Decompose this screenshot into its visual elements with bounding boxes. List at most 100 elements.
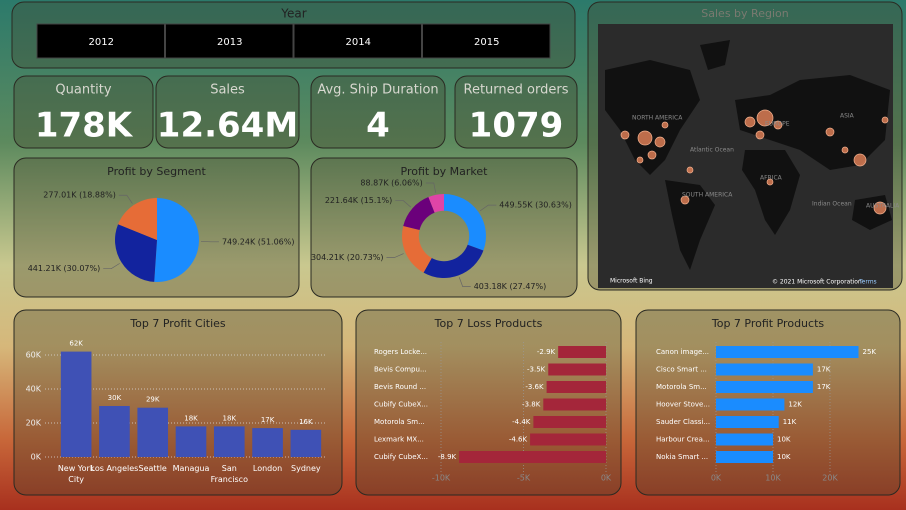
data-label: 88.87K (6.06%) (360, 178, 422, 187)
bar (99, 406, 130, 457)
data-label: 304.21K (20.73%) (311, 253, 384, 262)
y-tick-label: Harbour Crea... (656, 436, 710, 444)
y-tick-label: 40K (26, 385, 42, 394)
kpi-value: 178K (35, 106, 134, 146)
map-label: Indian Ocean (812, 201, 852, 208)
x-tick-label: 0K (711, 474, 722, 483)
label-box: San Francisco (211, 464, 248, 484)
pie-slice (154, 198, 200, 282)
bubble (841, 146, 849, 154)
bar (530, 433, 606, 446)
x-tick-label: 0K (601, 474, 612, 483)
year-button[interactable] (293, 23, 422, 59)
bubble (680, 195, 690, 205)
data-label: 17K (817, 366, 831, 374)
label-box: New York City (58, 464, 95, 484)
data-label: -2.9K (537, 348, 556, 356)
map-terms[interactable]: Terms (858, 279, 877, 286)
y-tick-label: Cisco Smart ... (656, 366, 707, 374)
data-label: 221.64K (15.1%) (325, 196, 392, 205)
x-tick-label: Managua (172, 464, 210, 473)
bar (137, 407, 169, 457)
chart-panel (310, 157, 578, 298)
data-label: 11K (783, 418, 797, 426)
data-label: 449.55K (30.63%) (499, 201, 572, 210)
pie-slice (403, 197, 435, 230)
land (735, 75, 890, 170)
bubble (647, 150, 657, 160)
label-box: Los Angeles (90, 464, 139, 473)
x-tick-label: Sydney (291, 464, 321, 473)
bar (252, 428, 283, 457)
chart-title: Profit by Segment (107, 165, 206, 178)
bar (213, 426, 245, 457)
bubble (620, 130, 630, 140)
bar (546, 381, 606, 393)
year-label[interactable]: 2014 (346, 37, 371, 48)
leader-line (386, 253, 404, 258)
slicer-title: Year (280, 7, 306, 21)
x-tick-label: 20K (822, 474, 838, 483)
data-label: 16K (299, 418, 313, 426)
y-tick-label: Hoover Stove... (656, 401, 710, 409)
chart-title: Profit by Market (401, 165, 489, 178)
chart-title: Top 7 Loss Products (434, 317, 543, 330)
kpi-label: Returned orders (464, 83, 569, 98)
chart-title: Top 7 Profit Products (711, 317, 825, 330)
bubble (873, 201, 887, 215)
bar (290, 429, 322, 457)
data-label: -3.8K (522, 401, 541, 409)
land (665, 180, 715, 270)
y-tick-label: Bevis Round ... (374, 383, 426, 391)
data-label: 441.21K (30.07%) (28, 264, 101, 273)
label-box: Sydney (291, 464, 321, 473)
pie-slice (115, 224, 157, 282)
bar (175, 426, 207, 457)
data-label: 62K (69, 340, 83, 348)
y-tick-label: Motorola Sm... (374, 418, 425, 426)
map-label: EUROPE (765, 121, 790, 128)
bubble (766, 178, 774, 186)
data-label: 17K (261, 416, 275, 424)
bubble (825, 127, 835, 137)
y-tick-label: 60K (26, 351, 42, 360)
data-label: 25K (863, 348, 877, 356)
y-tick-label: Lexmark MX... (374, 436, 424, 444)
kpi-value: 1079 (469, 106, 564, 146)
year-label[interactable]: 2015 (474, 37, 499, 48)
leader-line (479, 204, 497, 212)
pie-slice (423, 244, 484, 278)
pie-slice (118, 198, 157, 240)
year-button[interactable] (165, 23, 294, 59)
y-tick-label: Cubify CubeX... (374, 453, 428, 461)
y-tick-label: Sauder Classi... (656, 418, 710, 426)
y-tick-label: Rogers Locke... (374, 348, 427, 356)
leader-line (103, 263, 120, 270)
data-label: 18K (223, 414, 237, 422)
data-label: 17K (817, 383, 831, 391)
pie-slice (402, 225, 432, 273)
bar (543, 398, 606, 411)
bubble (756, 109, 774, 127)
data-label: 10K (777, 436, 791, 444)
bar (459, 451, 606, 463)
year-label[interactable]: 2013 (217, 37, 242, 48)
label-box: London (253, 464, 282, 473)
bar (716, 346, 859, 358)
bubble (853, 153, 867, 167)
pie-slice (443, 194, 487, 251)
bubble (636, 156, 644, 164)
x-tick-label: Los Angeles (90, 464, 139, 473)
year-button[interactable] (422, 23, 551, 59)
y-tick-label: Nokia Smart ... (656, 453, 708, 461)
bubble (661, 121, 669, 129)
data-label: 10K (777, 453, 791, 461)
map-label: SOUTH AMERICA (682, 192, 733, 199)
year-button[interactable] (36, 23, 165, 59)
y-tick-label: Bevis Compu... (374, 366, 427, 374)
kpi-label: Sales (210, 83, 245, 98)
bar (716, 398, 785, 411)
year-label[interactable]: 2012 (89, 37, 114, 48)
chart-panel (355, 309, 622, 496)
